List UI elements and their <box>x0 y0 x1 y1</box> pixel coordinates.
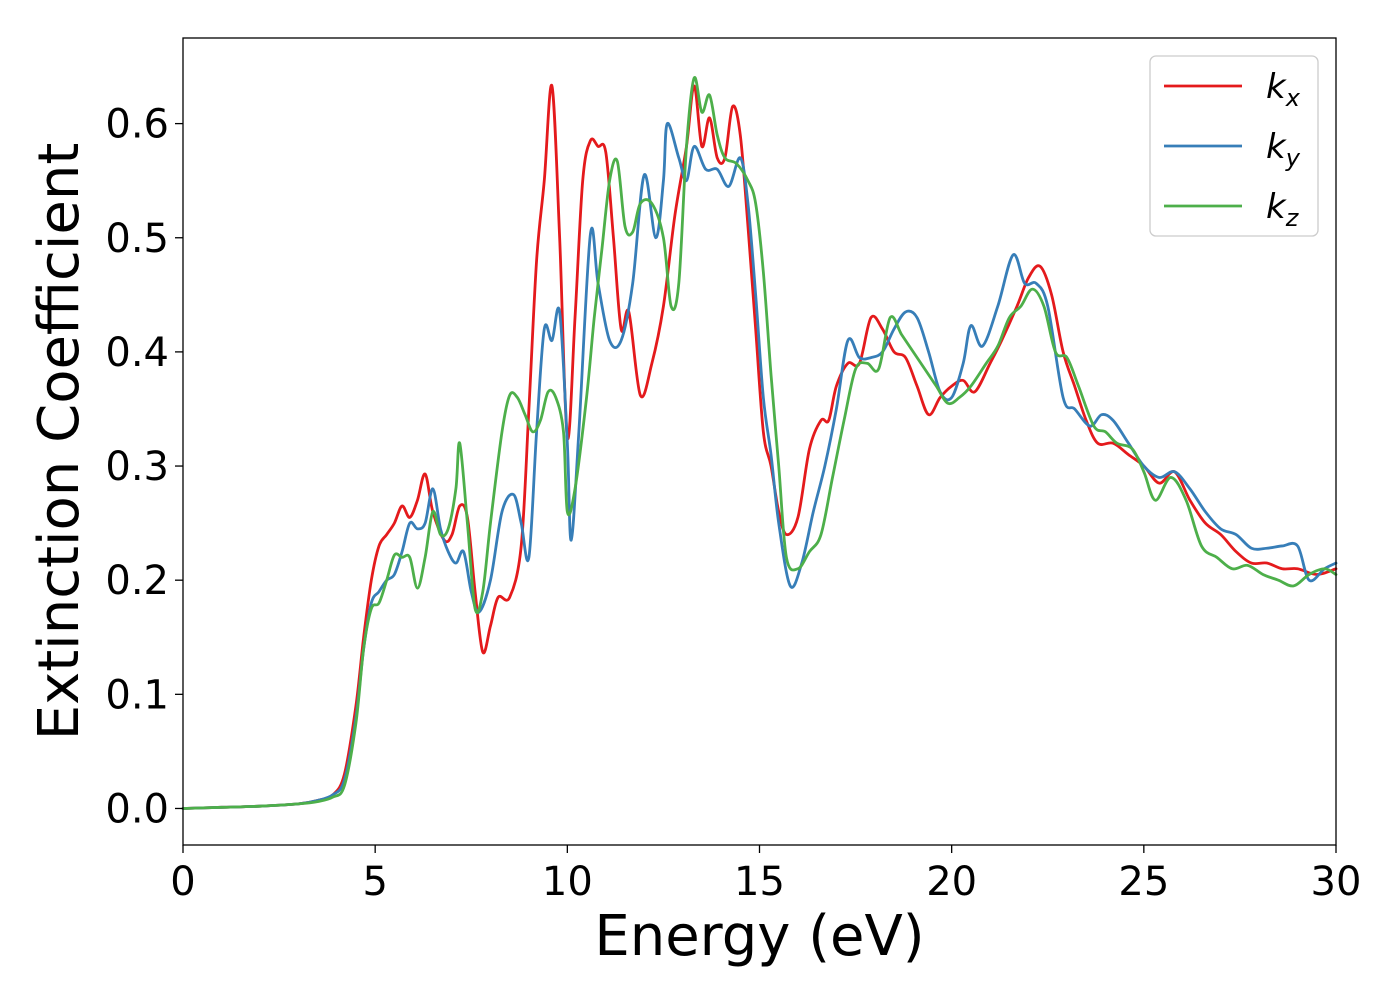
x-axis-title: Energy (eV) <box>594 904 924 969</box>
x-tick-label: 25 <box>1118 859 1169 905</box>
legend-label-x: kx <box>1266 67 1301 112</box>
y-tick-label: 0.2 <box>105 558 169 604</box>
legend-label-base: k <box>1266 67 1287 107</box>
legend-label-z: kz <box>1266 187 1300 232</box>
y-tick-label: 0.3 <box>105 444 169 490</box>
series-line-k-y <box>181 122 1338 810</box>
y-tick-label: 0.0 <box>105 786 169 832</box>
y-axis-title: Extinction Coefficient <box>27 143 92 741</box>
legend-label-subscript: x <box>1285 84 1301 112</box>
legend-label-base: k <box>1266 127 1287 167</box>
legend-label-y: ky <box>1266 127 1301 172</box>
x-tick-label: 5 <box>362 859 387 905</box>
series-line-k-z <box>181 76 1338 810</box>
y-tick-label: 0.6 <box>105 102 169 148</box>
legend-label-base: k <box>1266 187 1287 227</box>
y-tick-label: 0.4 <box>105 330 169 376</box>
legend-label-subscript: z <box>1285 204 1300 232</box>
x-tick-label: 20 <box>926 859 977 905</box>
x-tick-label: 15 <box>734 859 785 905</box>
x-tick-label: 0 <box>170 859 195 905</box>
y-axis-ticks: 0.0 0.1 0.2 0.3 0.4 0.5 0.6 <box>105 102 183 832</box>
x-tick-label: 10 <box>542 859 593 905</box>
x-tick-label: 30 <box>1311 859 1362 905</box>
legend-label-subscript: y <box>1285 144 1301 172</box>
series-layer <box>181 76 1338 810</box>
y-tick-label: 0.1 <box>105 672 169 718</box>
x-axis-ticks: 0 5 10 15 20 25 30 <box>170 845 1361 905</box>
y-tick-label: 0.5 <box>105 216 169 262</box>
